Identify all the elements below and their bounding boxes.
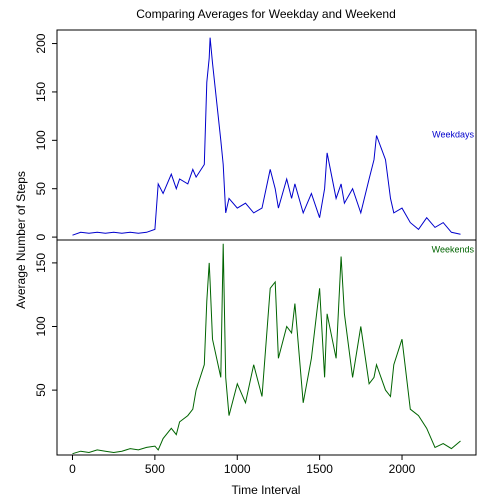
x-axis-label: Time Interval	[232, 483, 301, 497]
panel-frame	[56, 239, 477, 456]
x-tick-label: 0	[69, 462, 76, 476]
y-tick-label: 150	[34, 82, 48, 102]
panel-frame	[56, 29, 477, 241]
x-tick-label: 2000	[389, 462, 416, 476]
chart-title: Comparing Averages for Weekday and Weeke…	[136, 7, 396, 21]
x-tick-label: 1000	[224, 462, 251, 476]
x-tick-label: 500	[145, 462, 165, 476]
legend-label: Weekdays	[432, 129, 474, 139]
y-tick-label: 150	[34, 253, 48, 273]
y-tick-label: 100	[34, 130, 48, 150]
y-tick-label: 50	[34, 182, 48, 196]
data-line	[72, 243, 461, 455]
y-tick-label: 50	[34, 383, 48, 397]
y-tick-label: 100	[34, 316, 48, 336]
x-tick-label: 1500	[306, 462, 333, 476]
legend-label: Weekends	[432, 244, 475, 254]
y-tick-label: 200	[34, 33, 48, 53]
y-tick-label: 0	[34, 233, 48, 240]
y-axis-label: Average Number of Steps	[14, 171, 28, 309]
data-line	[72, 37, 461, 236]
